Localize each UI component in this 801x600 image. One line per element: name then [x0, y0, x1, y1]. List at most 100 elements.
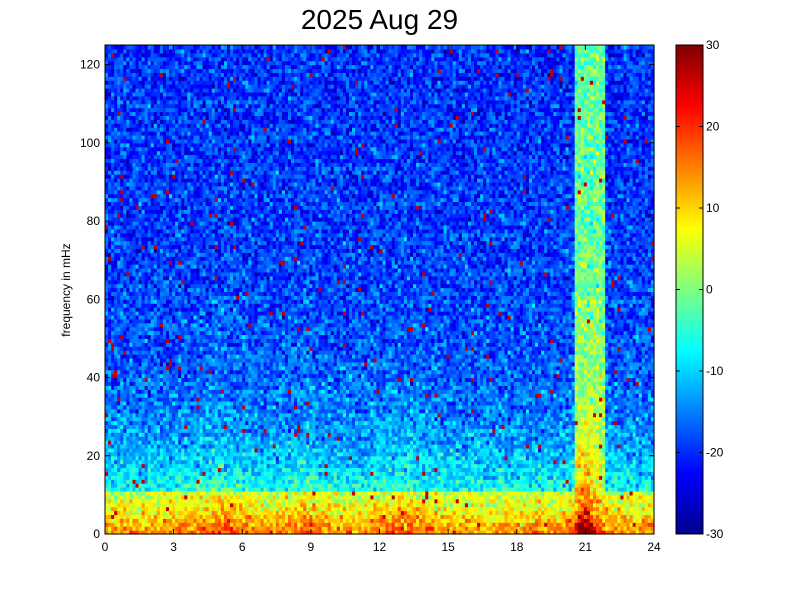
- heatmap-cell: [120, 350, 124, 355]
- heatmap-cell: [153, 350, 158, 355]
- heatmap-cell: [138, 330, 143, 336]
- heatmap-cell: [175, 103, 179, 109]
- heatmap-cell: [187, 400, 191, 406]
- heatmap-cell: [147, 404, 152, 410]
- heatmap-cell: [141, 189, 146, 195]
- heatmap-cell: [162, 314, 167, 320]
- heatmap-cell: [190, 197, 195, 203]
- heatmap-cell: [132, 201, 137, 206]
- heatmap-cell: [159, 400, 164, 406]
- heatmap-cell: [184, 134, 188, 140]
- heatmap-cell: [117, 134, 121, 140]
- heatmap-cell: [169, 299, 173, 304]
- heatmap-cell: [187, 295, 191, 300]
- heatmap-cell: [114, 256, 118, 261]
- heatmap-cell: [156, 60, 161, 66]
- heatmap-cell: [181, 444, 185, 449]
- heatmap-cell: [105, 404, 109, 410]
- heatmap-cell: [138, 275, 143, 281]
- heatmap-cell: [123, 103, 127, 109]
- heatmap-cell: [144, 322, 149, 328]
- heatmap-cell: [132, 209, 137, 214]
- heatmap-cell: [126, 400, 130, 406]
- heatmap-cell: [187, 56, 191, 62]
- heatmap-cell: [123, 95, 127, 101]
- heatmap-cell: [159, 307, 164, 312]
- heatmap-cell: [187, 119, 191, 124]
- heatmap-cell: [132, 123, 137, 128]
- heatmap-cell: [175, 205, 179, 210]
- heatmap-cell: [105, 369, 109, 375]
- heatmap-cell: [187, 201, 191, 206]
- heatmap-cell: [175, 99, 179, 105]
- heatmap-cell: [123, 197, 127, 203]
- heatmap-cell: [105, 80, 109, 85]
- heatmap-cell: [162, 479, 167, 484]
- heatmap-cell: [141, 303, 146, 308]
- heatmap-cell: [117, 498, 121, 504]
- heatmap-cell: [144, 459, 149, 465]
- heatmap-cell: [135, 88, 140, 93]
- heatmap-cell: [190, 99, 195, 105]
- heatmap-cell: [132, 111, 137, 117]
- heatmap-cell: [114, 283, 118, 289]
- heatmap-cell: [132, 526, 137, 531]
- heatmap-cell: [178, 240, 182, 246]
- heatmap-cell: [126, 467, 130, 473]
- heatmap-cell: [141, 264, 146, 269]
- heatmap-cell: [138, 166, 143, 171]
- heatmap-cell: [150, 502, 155, 508]
- heatmap-cell: [141, 518, 146, 523]
- heatmap-cell: [156, 123, 161, 128]
- heatmap-cell: [166, 236, 170, 242]
- heatmap-cell: [156, 322, 161, 328]
- heatmap-cell: [153, 518, 158, 523]
- heatmap-cell: [193, 275, 198, 281]
- heatmap-cell: [196, 350, 201, 355]
- heatmap-cell: [187, 357, 191, 363]
- heatmap-cell: [135, 291, 140, 296]
- heatmap-cell: [117, 487, 121, 492]
- heatmap-cell: [111, 361, 115, 367]
- heatmap-cell: [156, 522, 161, 527]
- heatmap-cell: [178, 314, 182, 320]
- heatmap-cell: [178, 264, 182, 269]
- heatmap-cell: [144, 228, 149, 234]
- heatmap-cell: [156, 303, 161, 308]
- heatmap-cell: [153, 217, 158, 222]
- heatmap-cell: [172, 166, 176, 171]
- heatmap-cell: [156, 299, 161, 304]
- heatmap-cell: [141, 514, 146, 519]
- heatmap-cell: [181, 134, 185, 140]
- heatmap-cell: [132, 311, 137, 316]
- heatmap-cell: [120, 400, 124, 406]
- heatmap-cell: [111, 385, 115, 390]
- heatmap-cell: [187, 72, 191, 77]
- heatmap-cell: [147, 408, 152, 414]
- heatmap-cell: [181, 420, 185, 426]
- heatmap-cell: [138, 185, 143, 191]
- heatmap-cell: [193, 361, 198, 367]
- heatmap-cell: [114, 146, 118, 152]
- heatmap-cell: [184, 346, 188, 351]
- heatmap-cell: [138, 76, 143, 81]
- heatmap-cell: [175, 291, 179, 296]
- heatmap-cell: [123, 487, 127, 492]
- heatmap-cell: [193, 299, 198, 304]
- heatmap-cell: [184, 459, 188, 465]
- heatmap-cell: [117, 502, 121, 508]
- heatmap-cell: [117, 436, 121, 441]
- heatmap-cell: [147, 72, 152, 77]
- heatmap-cell: [141, 119, 146, 124]
- heatmap-cell: [108, 146, 112, 152]
- heatmap-cell: [141, 479, 146, 484]
- heatmap-cell: [184, 420, 188, 426]
- heatmap-cell: [172, 185, 176, 191]
- heatmap-cell: [138, 322, 143, 328]
- heatmap-cell: [190, 88, 195, 93]
- heatmap-cell: [153, 522, 158, 527]
- heatmap-cell: [114, 416, 118, 422]
- heatmap-cell: [187, 48, 191, 54]
- heatmap-cell: [147, 350, 152, 355]
- heatmap-cell: [114, 56, 118, 62]
